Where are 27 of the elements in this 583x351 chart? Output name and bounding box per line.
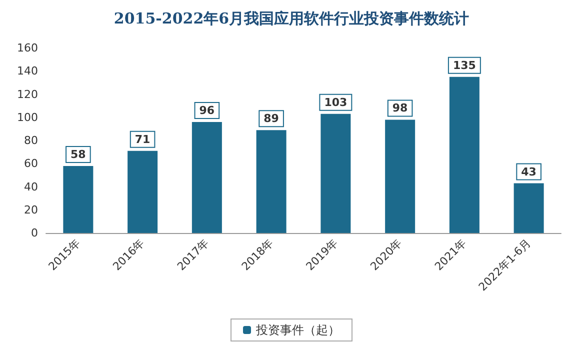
bar: [514, 183, 544, 233]
data-label: 135: [452, 58, 476, 72]
y-tick-label: 160: [17, 42, 38, 54]
data-label: 71: [134, 132, 150, 146]
data-label: 103: [324, 96, 348, 109]
data-label: 89: [264, 112, 279, 126]
y-tick-label: 40: [24, 180, 38, 194]
bar: [449, 76, 480, 233]
y-tick-label: 0: [31, 226, 38, 240]
bar: [128, 150, 158, 233]
legend-label: 投资事件（起）: [255, 323, 340, 337]
y-tick-label: 80: [24, 134, 38, 147]
data-label: 58: [70, 148, 86, 161]
y-tick-label: 140: [17, 64, 38, 78]
data-label: 43: [521, 165, 536, 178]
data-label: 96: [199, 104, 215, 117]
data-label: 98: [392, 102, 408, 115]
bar: [192, 122, 222, 233]
y-tick-label: 20: [24, 203, 38, 216]
y-tick-label: 60: [24, 157, 38, 170]
bar: [320, 114, 351, 233]
chart-title: 2015-2022年6月我国应用软件行业投资事件数统计: [114, 10, 470, 28]
bar: [385, 120, 416, 233]
bar: [256, 130, 286, 233]
y-tick-label: 100: [17, 110, 38, 124]
y-tick-label: 120: [17, 88, 38, 101]
bar: [63, 166, 94, 233]
